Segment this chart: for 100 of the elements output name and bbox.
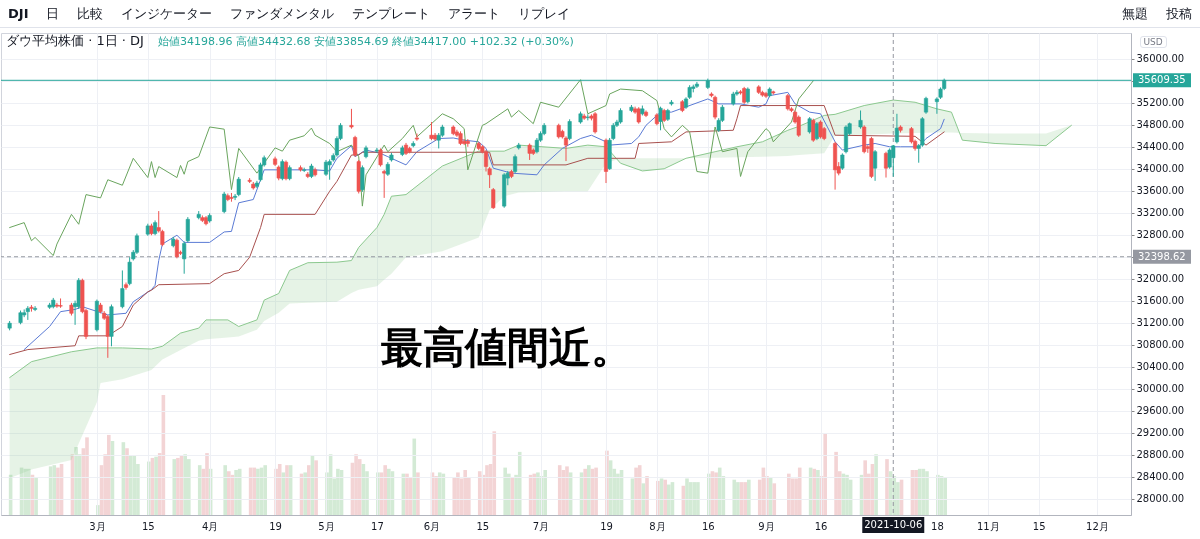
line-series bbox=[9, 79, 814, 257]
bar bbox=[197, 464, 202, 516]
bar bbox=[691, 481, 696, 516]
bar bbox=[451, 476, 456, 516]
bar bbox=[237, 468, 242, 516]
bar bbox=[684, 477, 689, 516]
text: インジケーター bbox=[121, 4, 213, 23]
x-tick-label: 3月 bbox=[89, 520, 106, 532]
bar bbox=[404, 473, 409, 516]
y-tick-label: 34800.00 bbox=[1136, 119, 1185, 131]
bar bbox=[862, 459, 867, 516]
y-tick-label: 34400.00 bbox=[1136, 141, 1185, 153]
x-tick-label: 18 bbox=[931, 520, 944, 532]
text: 比較 bbox=[77, 4, 104, 23]
y-tick-label: 28000.00 bbox=[1136, 493, 1185, 505]
bar bbox=[302, 471, 307, 516]
bar bbox=[124, 447, 129, 516]
candlestick bbox=[185, 216, 190, 243]
x-tick-label: 16 bbox=[701, 520, 715, 532]
bar bbox=[735, 481, 740, 516]
x-tick-label: 15 bbox=[476, 520, 490, 532]
bar bbox=[415, 471, 420, 516]
bar bbox=[26, 468, 31, 516]
bar bbox=[942, 476, 947, 516]
x-tick-label: 17 bbox=[371, 520, 384, 532]
y-tick-label: 33600.00 bbox=[1136, 185, 1185, 197]
ref-line-label: 32398.62 bbox=[1138, 250, 1186, 262]
x-tick-label: 16 bbox=[814, 520, 828, 532]
bar bbox=[913, 469, 918, 516]
bar bbox=[22, 468, 27, 516]
y-tick-label: 32000.00 bbox=[1136, 273, 1185, 285]
x-tick-label: 9月 bbox=[758, 520, 775, 532]
x-tick-label: 11月 bbox=[976, 520, 1000, 532]
y-tick-label: 34000.00 bbox=[1136, 163, 1185, 175]
bar bbox=[353, 453, 358, 516]
y-tick-label: 30000.00 bbox=[1136, 383, 1185, 395]
candlestick bbox=[105, 314, 110, 359]
candlestick bbox=[796, 114, 801, 138]
ref-line-label: 2021-10-06 bbox=[864, 519, 923, 530]
annotation: 最高値間近。 bbox=[381, 323, 633, 372]
bar bbox=[433, 475, 438, 516]
y-tick-label: 30400.00 bbox=[1136, 361, 1185, 373]
candlestick bbox=[894, 113, 899, 144]
candlestick bbox=[127, 256, 132, 286]
bar bbox=[535, 471, 540, 516]
text: 無題 bbox=[1122, 4, 1148, 23]
bar bbox=[924, 470, 929, 516]
chart-subtitle: 始値34198.96 高値34432.68 安値33854.69 終値34417.00 +102.32 (+0.30%) bbox=[157, 35, 574, 48]
y-tick-label: 28400.00 bbox=[1136, 471, 1185, 483]
bar bbox=[484, 464, 489, 516]
bar bbox=[182, 453, 187, 516]
bar bbox=[226, 470, 231, 516]
bar bbox=[815, 469, 820, 516]
candlestick bbox=[513, 153, 518, 174]
x-tick-label: 15 bbox=[1032, 520, 1046, 532]
candlestick bbox=[353, 135, 358, 158]
bar bbox=[517, 451, 522, 516]
bar bbox=[833, 451, 838, 516]
candlestick bbox=[491, 187, 496, 210]
x-tick-label: 12月 bbox=[1086, 520, 1109, 532]
y-tick-label: 36000.00 bbox=[1136, 53, 1185, 65]
bar bbox=[175, 457, 180, 516]
text: テンプレート bbox=[352, 4, 431, 23]
bar bbox=[51, 464, 56, 516]
candlestick bbox=[873, 149, 878, 182]
bar bbox=[455, 471, 460, 516]
bar bbox=[171, 458, 176, 516]
candlestick bbox=[414, 133, 419, 142]
candlestick bbox=[484, 149, 488, 172]
bar bbox=[884, 458, 889, 516]
text: USD bbox=[1139, 35, 1167, 48]
x-tick-label: 7月 bbox=[532, 520, 550, 532]
candlestick bbox=[349, 108, 354, 130]
bar bbox=[615, 473, 620, 516]
bar bbox=[695, 481, 700, 516]
y-tick-label: 29600.00 bbox=[1136, 405, 1185, 417]
text: ファンダメンタル bbox=[230, 4, 335, 23]
ref-line-label: 35609.35 bbox=[1138, 74, 1186, 86]
y-tick-label: 35200.00 bbox=[1136, 97, 1185, 109]
bar bbox=[262, 464, 267, 516]
x-tick-label: 19 bbox=[600, 520, 613, 532]
bar bbox=[771, 482, 776, 516]
bar bbox=[666, 484, 671, 516]
bar bbox=[277, 463, 282, 516]
text: 投稿 bbox=[1166, 4, 1192, 23]
bar bbox=[644, 475, 649, 516]
chart-title: ダウ平均株価 · 1日 · DJ bbox=[6, 33, 144, 48]
y-tick-label: 29200.00 bbox=[1136, 427, 1185, 439]
bar bbox=[335, 468, 340, 516]
candlestick bbox=[567, 118, 572, 141]
text: リプレイ bbox=[518, 4, 571, 23]
bar bbox=[437, 471, 442, 516]
bar bbox=[306, 464, 311, 516]
bar bbox=[106, 434, 111, 516]
x-tick-label: 8月 bbox=[649, 520, 666, 532]
candlestick bbox=[891, 144, 896, 178]
bar bbox=[564, 465, 569, 516]
bar bbox=[844, 474, 849, 516]
bar bbox=[222, 464, 227, 516]
bar bbox=[917, 468, 922, 516]
